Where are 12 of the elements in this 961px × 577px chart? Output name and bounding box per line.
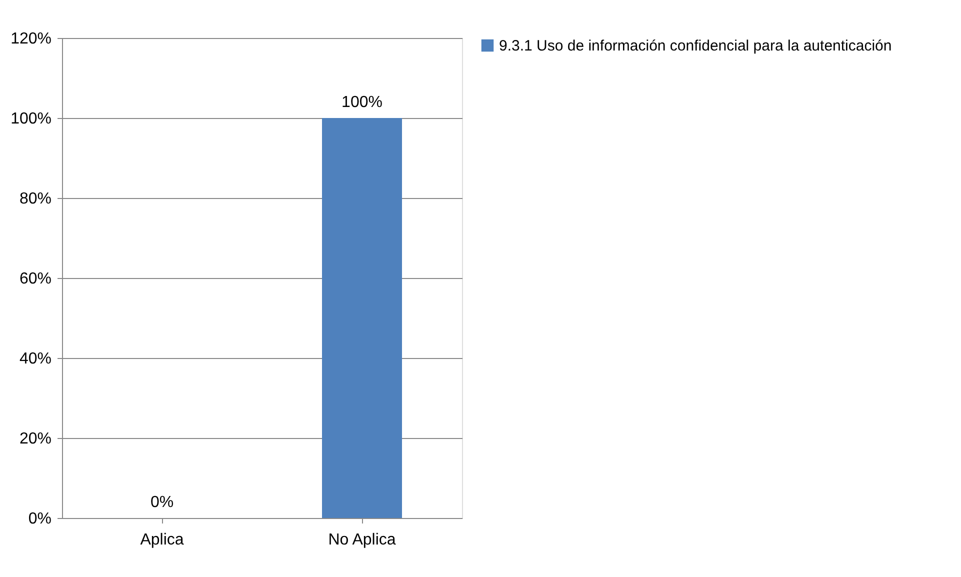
y-tick-label: 40% [19,350,52,368]
y-tick-label: 20% [19,430,52,448]
y-tick-label: 100% [10,110,52,128]
y-tick-label: 60% [19,270,52,288]
x-tick-label: No Aplica [328,532,396,548]
x-tick-label: Aplica [140,532,184,548]
text: 0% [150,494,174,511]
text: 100% [342,94,382,111]
y-tick-label: 120% [10,30,52,48]
y-tick-label: 80% [19,190,52,208]
legend-label: 9.3.1 Uso de información confidencial para la autenticación [499,38,892,54]
y-tick-label: 0% [28,510,52,528]
